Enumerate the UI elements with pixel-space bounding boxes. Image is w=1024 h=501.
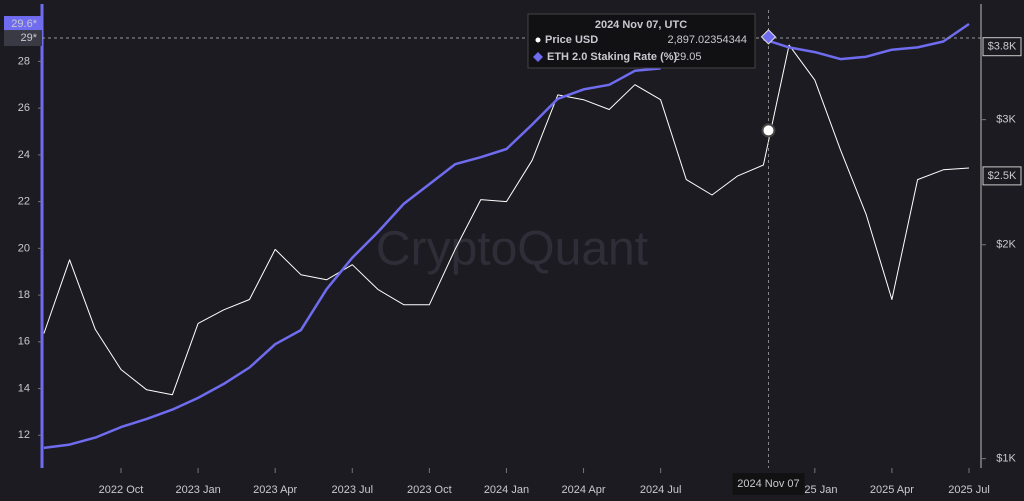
x-crosshair-label: 2024 Nov 07 xyxy=(737,478,799,490)
legend-dot xyxy=(535,37,541,43)
series-line xyxy=(43,22,970,450)
y-marker-label: 29* xyxy=(20,32,37,44)
series-line xyxy=(43,44,970,396)
x-tick-label: 2023 Oct xyxy=(407,484,452,496)
tooltip-box xyxy=(527,13,756,69)
x-tick-label: 2023 Apr xyxy=(253,484,297,496)
watermark: CryptoQuant xyxy=(376,223,648,276)
tooltip-name: Price USD xyxy=(545,34,598,46)
x-tick-label: 2024 Apr xyxy=(562,484,606,496)
y-tick-label: 12 xyxy=(18,429,30,441)
x-tick-label: 2025 Jul xyxy=(948,484,990,496)
x-tick-label: 2022 Oct xyxy=(99,484,144,496)
legend-diamond xyxy=(533,52,543,62)
y2-tick-label: $2K xyxy=(996,239,1016,251)
x-crosshair-box xyxy=(732,473,805,495)
y-tick-label: 28 xyxy=(18,55,30,67)
x-tick-label: 2024 Jan xyxy=(484,484,529,496)
x-tick-label: 2025 Apr xyxy=(870,484,914,496)
y-tick-label: 14 xyxy=(18,382,30,394)
y-marker-box xyxy=(4,30,42,47)
tooltip-value: 2,897.02354344 xyxy=(667,34,747,46)
x-tick-label: 2024 Jul xyxy=(640,484,682,496)
y2-marker-box xyxy=(982,37,1022,57)
y-tick-label: 26 xyxy=(18,102,30,114)
y2-tick-label: $1K xyxy=(996,453,1016,465)
y2-marker-label: $3.8K xyxy=(988,41,1017,53)
y-tick-label: 24 xyxy=(18,149,30,161)
y-tick-label: 16 xyxy=(18,336,30,348)
y2-marker-label: $2.5K xyxy=(988,170,1017,182)
tooltip: 2024 Nov 07, UTC Price USD 2,897.02354344 E… xyxy=(527,13,756,69)
y-marker-box xyxy=(4,16,42,33)
y-marker-label: 29.6* xyxy=(11,18,37,30)
x-tick-label: 2023 Jul xyxy=(331,484,373,496)
y-tick-label: 20 xyxy=(18,242,30,254)
rate-marker xyxy=(760,29,777,45)
y-tick-label: 18 xyxy=(18,289,30,301)
y2-marker-box xyxy=(982,166,1022,186)
tooltip-title: 2024 Nov 07, UTC xyxy=(595,19,687,31)
price-marker xyxy=(761,123,776,138)
x-tick-label: 2023 Jan xyxy=(175,484,220,496)
tooltip-name: ETH 2.0 Staking Rate (%) xyxy=(547,51,678,63)
y-tick-label: 22 xyxy=(18,196,30,208)
tooltip-value: 29.05 xyxy=(674,51,702,63)
y2-tick-label: $3K xyxy=(996,114,1016,126)
